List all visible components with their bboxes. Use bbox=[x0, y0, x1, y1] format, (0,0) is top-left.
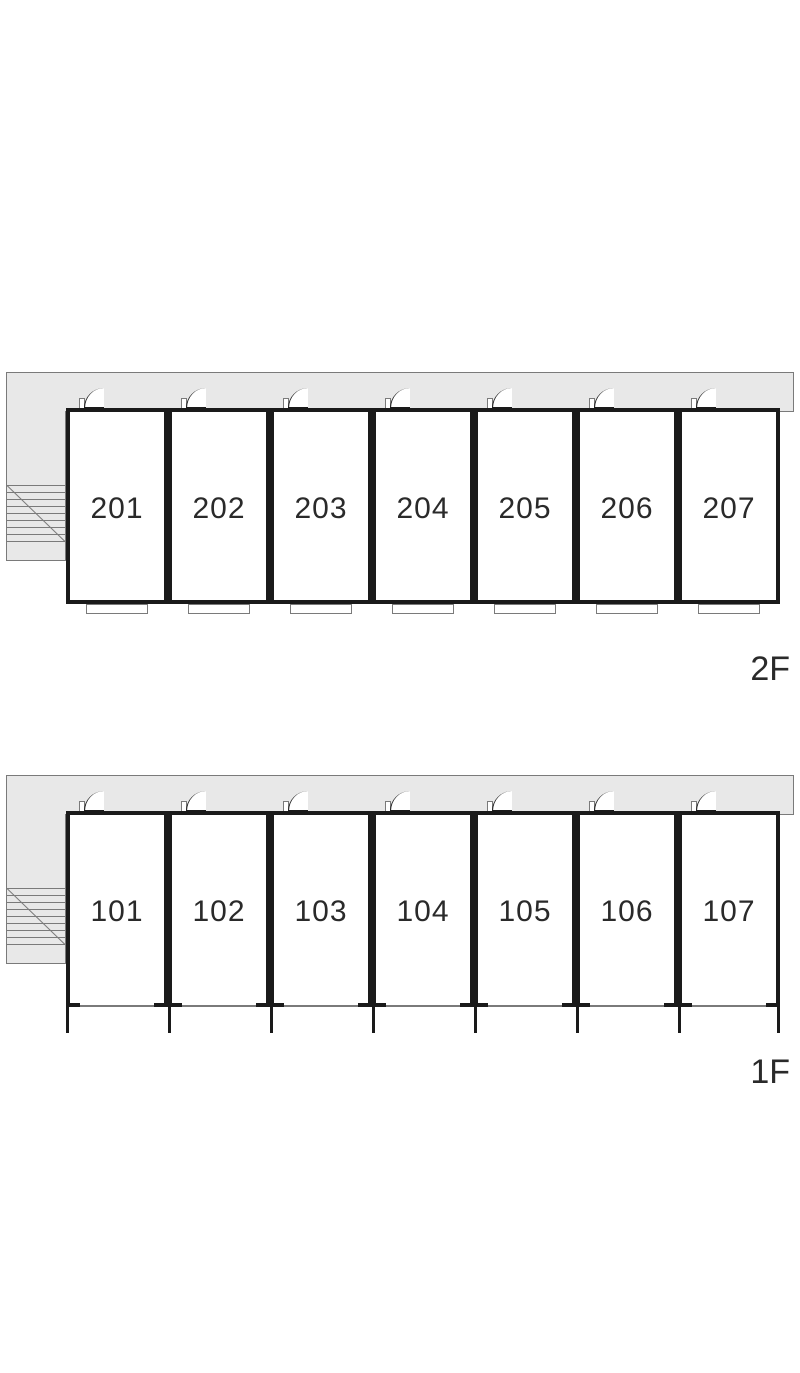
room-204: 204 bbox=[372, 408, 474, 604]
room-205: 205 bbox=[474, 408, 576, 604]
room-label: 107 bbox=[682, 895, 776, 929]
room-label: 207 bbox=[682, 492, 776, 526]
room-107: 107 bbox=[678, 811, 780, 1007]
floor-1F: 1011021031041051061071F bbox=[0, 775, 800, 1051]
room-105: 105 bbox=[474, 811, 576, 1007]
floor-label-1F: 1F bbox=[750, 1053, 790, 1092]
door-icon bbox=[286, 386, 308, 408]
pillar bbox=[576, 1007, 579, 1033]
door-icon bbox=[388, 386, 410, 408]
room-206: 206 bbox=[576, 408, 678, 604]
door-icon bbox=[490, 386, 512, 408]
door-icon bbox=[184, 386, 206, 408]
room-label: 203 bbox=[274, 492, 368, 526]
room-label: 104 bbox=[376, 895, 470, 929]
room-203: 203 bbox=[270, 408, 372, 604]
room-label: 205 bbox=[478, 492, 572, 526]
room-label: 105 bbox=[478, 895, 572, 929]
balcony-notch bbox=[596, 604, 658, 614]
door-icon bbox=[490, 789, 512, 811]
room-207: 207 bbox=[678, 408, 780, 604]
balcony-notch bbox=[86, 604, 148, 614]
door-icon bbox=[694, 789, 716, 811]
balcony-notch bbox=[290, 604, 352, 614]
room-104: 104 bbox=[372, 811, 474, 1007]
threshold-line bbox=[692, 1005, 766, 1007]
pillar bbox=[474, 1007, 477, 1033]
pillar bbox=[777, 1007, 780, 1033]
room-label: 204 bbox=[376, 492, 470, 526]
room-label: 101 bbox=[70, 895, 164, 929]
door-icon bbox=[592, 386, 614, 408]
pillar bbox=[372, 1007, 375, 1033]
room-label: 106 bbox=[580, 895, 674, 929]
balcony-notch bbox=[392, 604, 454, 614]
floorplan-canvas: 2012022032042052062072F10110210310410510… bbox=[0, 0, 800, 1373]
threshold-line bbox=[590, 1005, 664, 1007]
balcony-notch bbox=[188, 604, 250, 614]
room-label: 202 bbox=[172, 492, 266, 526]
balcony-notch bbox=[494, 604, 556, 614]
floor-label-2F: 2F bbox=[750, 650, 790, 689]
room-label: 206 bbox=[580, 492, 674, 526]
room-103: 103 bbox=[270, 811, 372, 1007]
door-icon bbox=[694, 386, 716, 408]
door-icon bbox=[184, 789, 206, 811]
threshold-line bbox=[284, 1005, 358, 1007]
room-101: 101 bbox=[66, 811, 168, 1007]
threshold-line bbox=[182, 1005, 256, 1007]
pillar bbox=[270, 1007, 273, 1033]
room-label: 201 bbox=[70, 492, 164, 526]
threshold-line bbox=[80, 1005, 154, 1007]
room-label: 103 bbox=[274, 895, 368, 929]
pillar bbox=[678, 1007, 681, 1033]
door-icon bbox=[82, 789, 104, 811]
threshold-line bbox=[488, 1005, 562, 1007]
room-201: 201 bbox=[66, 408, 168, 604]
room-106: 106 bbox=[576, 811, 678, 1007]
pillar bbox=[168, 1007, 171, 1033]
door-icon bbox=[592, 789, 614, 811]
door-icon bbox=[286, 789, 308, 811]
room-202: 202 bbox=[168, 408, 270, 604]
threshold-line bbox=[386, 1005, 460, 1007]
room-102: 102 bbox=[168, 811, 270, 1007]
door-icon bbox=[388, 789, 410, 811]
floor-2F: 2012022032042052062072F bbox=[0, 372, 800, 648]
pillar bbox=[66, 1007, 69, 1033]
balcony-notch bbox=[698, 604, 760, 614]
room-label: 102 bbox=[172, 895, 266, 929]
door-icon bbox=[82, 386, 104, 408]
